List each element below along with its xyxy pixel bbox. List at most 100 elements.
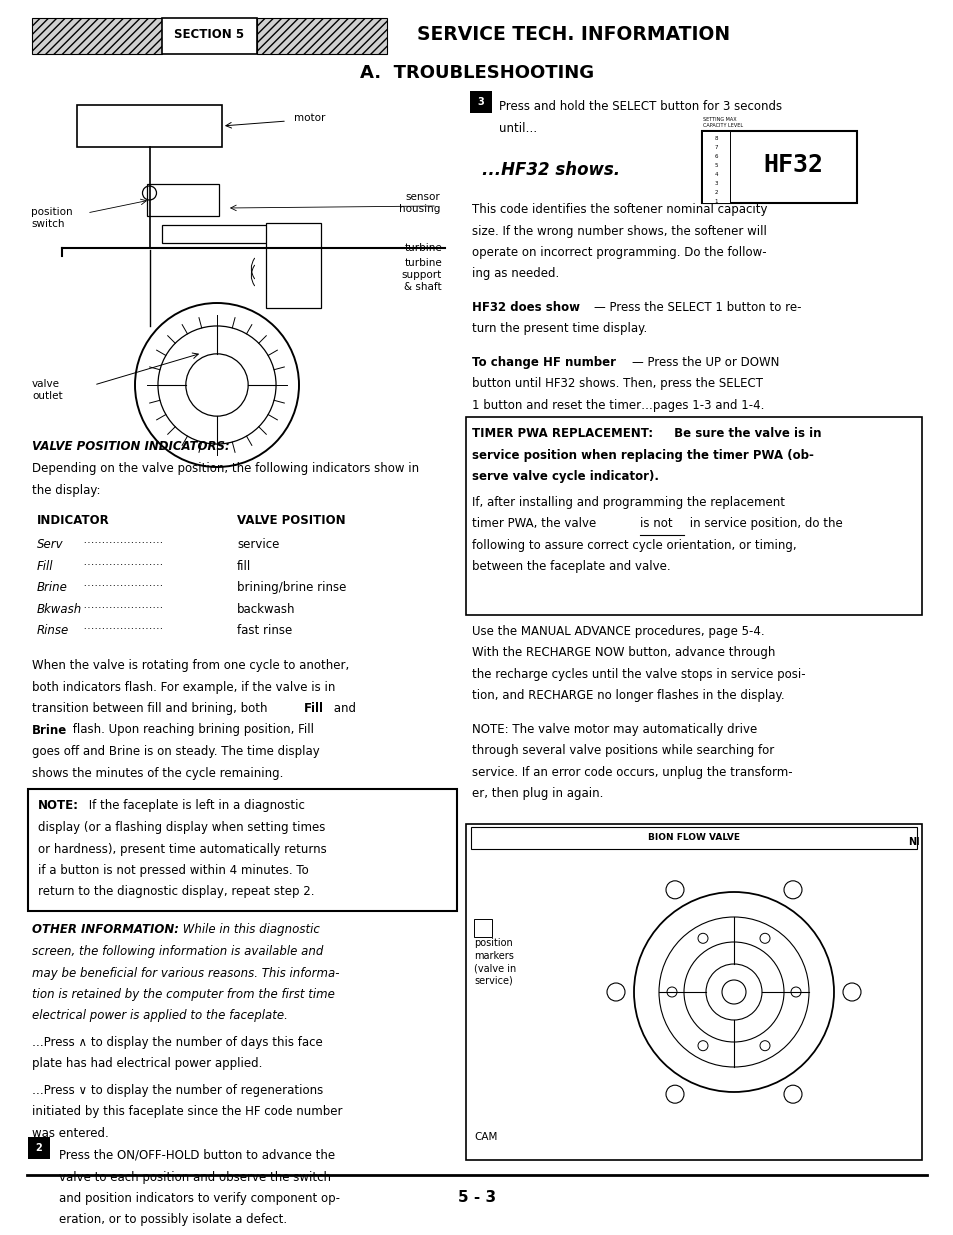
Text: until…: until… — [498, 122, 537, 135]
Text: When the valve is rotating from one cycle to another,: When the valve is rotating from one cycl… — [32, 659, 349, 672]
Text: Press and hold the SELECT button for 3 seconds: Press and hold the SELECT button for 3 s… — [498, 100, 781, 112]
Text: Fill: Fill — [304, 701, 324, 715]
Text: goes off and Brine is on steady. The time display: goes off and Brine is on steady. The tim… — [32, 745, 319, 758]
Text: SETTING MAX
CAPACITY LEVEL: SETTING MAX CAPACITY LEVEL — [702, 117, 742, 128]
Text: Bkwash: Bkwash — [37, 603, 82, 615]
Text: shows the minutes of the cycle remaining.: shows the minutes of the cycle remaining… — [32, 767, 283, 779]
Text: or hardness), present time automatically returns: or hardness), present time automatically… — [38, 842, 327, 856]
Text: return to the diagnostic display, repeat step 2.: return to the diagnostic display, repeat… — [38, 885, 314, 899]
Text: OTHER INFORMATION:: OTHER INFORMATION: — [32, 923, 179, 936]
Text: Brine: Brine — [37, 580, 68, 594]
Text: …Press ∨ to display the number of regenerations: …Press ∨ to display the number of regene… — [32, 1084, 323, 1097]
Text: both indicators flash. For example, if the valve is in: both indicators flash. For example, if t… — [32, 680, 335, 694]
Text: backwash: backwash — [236, 603, 295, 615]
Bar — [256, 19, 387, 54]
Text: HF32: HF32 — [762, 153, 822, 177]
Text: valve
outlet: valve outlet — [32, 379, 63, 401]
Bar — [28, 789, 456, 911]
Text: turn the present time display.: turn the present time display. — [472, 322, 646, 336]
Text: screen, the following information is available and: screen, the following information is ava… — [32, 945, 323, 958]
Text: 6: 6 — [714, 153, 717, 159]
Text: serve valve cycle indicator).: serve valve cycle indicator). — [472, 471, 659, 483]
Text: following to assure correct cycle orientation, or timing,: following to assure correct cycle orient… — [472, 538, 796, 552]
Text: and: and — [330, 701, 355, 715]
Text: turbine
support
& shaft: turbine support & shaft — [401, 258, 441, 293]
Text: A.  TROUBLESHOOTING: A. TROUBLESHOOTING — [359, 64, 594, 82]
Text: flash. Upon reaching brining position, Fill: flash. Upon reaching brining position, F… — [69, 724, 314, 736]
Text: sensor
housing: sensor housing — [398, 191, 439, 214]
Text: This code identifies the softener nominal capacity: This code identifies the softener nomina… — [472, 203, 767, 216]
Text: SECTION 5: SECTION 5 — [174, 28, 244, 42]
Text: 2: 2 — [35, 1144, 42, 1153]
Text: Use the MANUAL ADVANCE procedures, page 5-4.: Use the MANUAL ADVANCE procedures, page … — [472, 625, 763, 638]
Text: Brine: Brine — [32, 724, 67, 736]
Text: Be sure the valve is in: Be sure the valve is in — [669, 427, 821, 440]
Bar — [701, 131, 856, 203]
Text: HF32 does show: HF32 does show — [472, 301, 579, 314]
Text: fast rinse: fast rinse — [236, 624, 292, 637]
Text: 4: 4 — [714, 172, 717, 177]
Text: size. If the wrong number shows, the softener will: size. If the wrong number shows, the sof… — [472, 225, 766, 237]
Text: CAM: CAM — [474, 1132, 497, 1142]
Text: SERVICE TECH. INFORMATION: SERVICE TECH. INFORMATION — [416, 26, 729, 44]
Text: the recharge cycles until the valve stops in service posi-: the recharge cycles until the valve stop… — [472, 668, 804, 680]
Bar — [471, 827, 916, 848]
Circle shape — [698, 934, 707, 944]
Text: 1 button and reset the timer…pages 1-3 and 1-4.: 1 button and reset the timer…pages 1-3 a… — [472, 399, 763, 412]
Text: was entered.: was entered. — [32, 1128, 109, 1140]
Text: 3: 3 — [477, 98, 484, 107]
Bar — [32, 19, 162, 54]
Text: plate has had electrical power applied.: plate has had electrical power applied. — [32, 1057, 262, 1071]
Bar — [162, 19, 256, 54]
Text: position
switch: position switch — [30, 206, 72, 230]
Text: ing as needed.: ing as needed. — [472, 268, 558, 280]
Text: — Press the UP or DOWN: — Press the UP or DOWN — [631, 356, 779, 369]
Text: ······················: ······················ — [80, 538, 163, 548]
Bar — [701, 131, 729, 203]
Text: NOTE: The valve motor may automatically drive: NOTE: The valve motor may automatically … — [472, 722, 757, 736]
Bar — [470, 91, 492, 112]
Text: 2: 2 — [714, 190, 717, 195]
Text: motor: motor — [294, 112, 325, 124]
Text: through several valve positions while searching for: through several valve positions while se… — [472, 745, 774, 757]
Text: Serv: Serv — [37, 538, 64, 551]
Text: electrical power is applied to the faceplate.: electrical power is applied to the facep… — [32, 1009, 288, 1023]
Text: INDICATOR: INDICATOR — [37, 514, 110, 527]
Text: brining/brine rinse: brining/brine rinse — [236, 580, 346, 594]
Text: and position indicators to verify component op-: and position indicators to verify compon… — [59, 1192, 339, 1205]
Circle shape — [760, 934, 769, 944]
Text: timer PWA, the valve: timer PWA, the valve — [472, 517, 599, 531]
Text: er, then plug in again.: er, then plug in again. — [472, 788, 602, 800]
Text: BION FLOW VALVE: BION FLOW VALVE — [647, 834, 740, 842]
Text: valve to each position and observe the switch: valve to each position and observe the s… — [59, 1171, 331, 1183]
Text: eration, or to possibly isolate a defect.: eration, or to possibly isolate a defect… — [59, 1214, 287, 1226]
Bar — [147, 184, 219, 216]
Circle shape — [698, 1041, 707, 1051]
Bar — [28, 1137, 50, 1158]
Text: transition between fill and brining, both: transition between fill and brining, bot… — [32, 701, 271, 715]
Text: To change HF number: To change HF number — [472, 356, 616, 369]
Text: Fill: Fill — [37, 559, 53, 573]
Text: 5 - 3: 5 - 3 — [457, 1189, 496, 1204]
Bar — [465, 417, 921, 615]
Text: While in this diagnostic: While in this diagnostic — [179, 923, 319, 936]
Text: service position when replacing the timer PWA (ob-: service position when replacing the time… — [472, 450, 813, 462]
Text: With the RECHARGE NOW button, advance through: With the RECHARGE NOW button, advance th… — [472, 646, 775, 659]
Text: button until HF32 shows. Then, press the SELECT: button until HF32 shows. Then, press the… — [472, 378, 762, 390]
Text: if a button is not pressed within 4 minutes. To: if a button is not pressed within 4 minu… — [38, 864, 309, 877]
Text: ······················: ······················ — [80, 559, 163, 569]
Text: Press the ON/OFF-HOLD button to advance the: Press the ON/OFF-HOLD button to advance … — [59, 1149, 335, 1162]
Text: Rinse: Rinse — [37, 624, 70, 637]
Text: tion, and RECHARGE no longer flashes in the display.: tion, and RECHARGE no longer flashes in … — [472, 689, 783, 703]
Text: operate on incorrect programming. Do the follow-: operate on incorrect programming. Do the… — [472, 246, 766, 259]
Text: TIMER PWA REPLACEMENT:: TIMER PWA REPLACEMENT: — [472, 427, 653, 440]
Circle shape — [760, 1041, 769, 1051]
Text: If the faceplate is left in a diagnostic: If the faceplate is left in a diagnostic — [85, 799, 305, 811]
Text: ······················: ······················ — [80, 603, 163, 613]
Text: 7: 7 — [714, 144, 717, 149]
Text: fill: fill — [236, 559, 251, 573]
Text: ...HF32 shows.: ...HF32 shows. — [481, 161, 619, 179]
Text: 1: 1 — [714, 199, 717, 204]
Text: VALVE POSITION INDICATORS:: VALVE POSITION INDICATORS: — [32, 440, 230, 453]
Bar — [77, 105, 222, 147]
